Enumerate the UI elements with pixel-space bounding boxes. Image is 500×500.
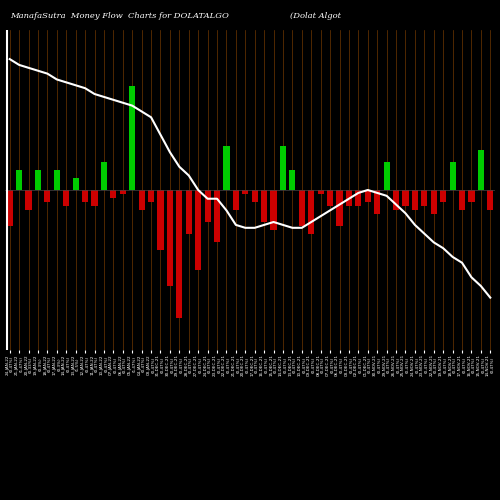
Bar xyxy=(422,190,428,206)
Bar xyxy=(308,190,314,234)
Bar xyxy=(393,190,399,210)
Bar xyxy=(327,190,333,206)
Bar xyxy=(148,190,154,202)
Bar xyxy=(252,190,258,202)
Bar xyxy=(26,190,32,210)
Bar xyxy=(82,190,88,202)
Text: ManafaSutra  Money Flow  Charts for DOLATALGO: ManafaSutra Money Flow Charts for DOLATA… xyxy=(10,12,229,20)
Bar xyxy=(16,170,22,190)
Bar xyxy=(459,190,465,210)
Bar xyxy=(6,190,13,226)
Bar xyxy=(412,190,418,210)
Bar xyxy=(186,190,192,234)
Bar xyxy=(299,190,305,226)
Bar xyxy=(214,190,220,242)
Bar xyxy=(92,190,98,206)
Bar xyxy=(440,190,446,202)
Bar xyxy=(450,162,456,190)
Bar xyxy=(120,190,126,194)
Bar xyxy=(158,190,164,250)
Bar xyxy=(280,146,286,190)
Bar xyxy=(487,190,494,210)
Bar xyxy=(270,190,276,230)
Bar xyxy=(101,162,107,190)
Bar xyxy=(478,150,484,190)
Bar xyxy=(72,178,78,190)
Bar xyxy=(468,190,474,202)
Text: (Dolat Algot: (Dolat Algot xyxy=(290,12,341,20)
Bar xyxy=(224,146,230,190)
Bar xyxy=(402,190,408,206)
Bar xyxy=(346,190,352,206)
Bar xyxy=(35,170,41,190)
Bar xyxy=(290,170,296,190)
Bar xyxy=(430,190,437,214)
Bar xyxy=(176,190,182,318)
Bar xyxy=(233,190,239,210)
Bar xyxy=(204,190,210,222)
Bar xyxy=(167,190,173,286)
Bar xyxy=(44,190,51,202)
Bar xyxy=(356,190,362,206)
Bar xyxy=(364,190,371,202)
Bar xyxy=(336,190,342,226)
Bar xyxy=(54,170,60,190)
Bar xyxy=(195,190,201,270)
Bar xyxy=(129,86,136,190)
Bar xyxy=(374,190,380,214)
Bar xyxy=(138,190,144,210)
Bar xyxy=(110,190,116,198)
Bar xyxy=(63,190,70,206)
Bar xyxy=(261,190,267,222)
Bar xyxy=(318,190,324,194)
Bar xyxy=(242,190,248,194)
Bar xyxy=(384,162,390,190)
